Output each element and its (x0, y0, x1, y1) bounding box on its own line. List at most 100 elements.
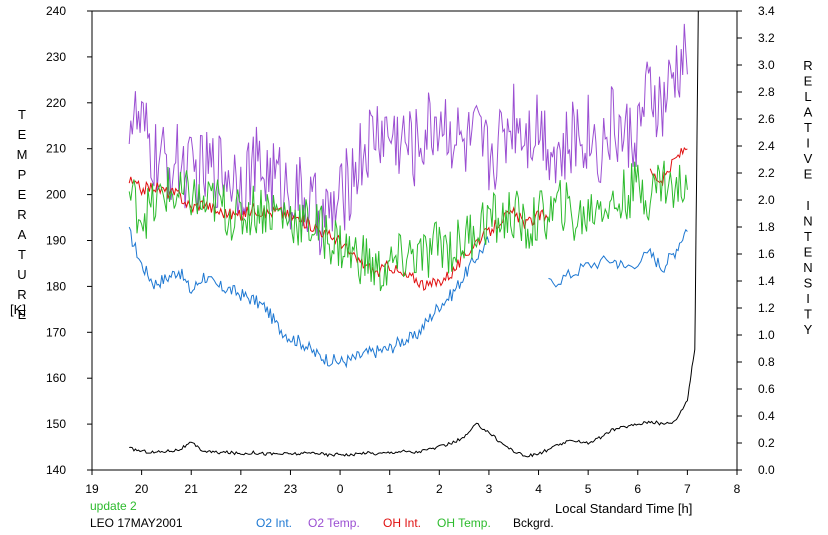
y-left-tick-label: 210 (46, 142, 66, 156)
x-tick-label: 21 (185, 482, 199, 496)
right-axis-title-letter: S (804, 276, 813, 291)
series-line (128, 23, 688, 256)
left-axis-title-letter: R (17, 287, 26, 302)
x-tick-label: 2 (436, 482, 443, 496)
left-axis-title-letter: U (17, 267, 26, 282)
right-axis-title-letter: Y (804, 322, 813, 337)
right-axis-title-letter: T (804, 229, 812, 244)
y-left-tick-label: 190 (46, 234, 66, 248)
y-right-tick-label: 1.4 (758, 274, 775, 288)
y-right-tick-label: 1.8 (758, 220, 775, 234)
legend: O2 Int. O2 Temp. OH Int. OH Temp. Bckgrd. (256, 516, 554, 530)
right-axis-title-letter: N (803, 214, 812, 229)
series-line (128, 226, 490, 369)
y-left-tick-label: 200 (46, 188, 66, 202)
y-right-tick-label: 2.8 (758, 85, 775, 99)
y-right-tick-label: 3.0 (758, 58, 775, 72)
right-axis-title-letter: E (804, 74, 813, 89)
left-axis-title-letter: T (18, 107, 26, 122)
right-axis-title-letter: E (804, 167, 813, 182)
y-right-tick-label: 0.8 (758, 355, 775, 369)
series-o2-temp (128, 23, 688, 256)
x-tick-label: 0 (337, 482, 344, 496)
left-axis-title-letter: T (18, 247, 26, 262)
y-right-tick-label: 3.2 (758, 31, 775, 45)
left-axis-title-letter: A (18, 227, 27, 242)
series-line (129, 10, 699, 458)
legend-entry: Bckgrd. (513, 516, 554, 530)
series-oh-temp (128, 160, 688, 292)
right-axis-title-letter: T (804, 307, 812, 322)
x-tick-label: 6 (634, 482, 641, 496)
series-layer (128, 10, 699, 458)
legend-entry: OH Temp. (437, 516, 491, 530)
x-axis-title: Local Standard Time [h] (555, 501, 692, 516)
right-axis-title-letter: N (803, 260, 812, 275)
left-axis-title-letter: E (18, 187, 27, 202)
right-axis-title-letter: I (806, 291, 810, 306)
x-tick-label: 1 (386, 482, 393, 496)
x-tick-label: 4 (535, 482, 542, 496)
right-axis-title-letter: I (806, 136, 810, 151)
right-axis-title-letter: T (804, 120, 812, 135)
x-tick-label: 20 (135, 482, 149, 496)
y-right-tick-label: 0.6 (758, 382, 775, 396)
y-left-tick-label: 160 (46, 371, 66, 385)
right-axis-title-letter: R (803, 58, 812, 73)
right-axis-title-letter: I (806, 198, 810, 213)
y-right-tick-label: 2.2 (758, 166, 775, 180)
plot-frame (91, 10, 738, 471)
series-line (128, 176, 549, 292)
y-left-tick-label: 170 (46, 325, 66, 339)
y-left-tick-label: 220 (46, 96, 66, 110)
x-tick-label: 3 (486, 482, 493, 496)
legend-entry: O2 Temp. (308, 516, 360, 530)
x-tick-label: 22 (234, 482, 248, 496)
y-left-tick-label: 230 (46, 50, 66, 64)
y-right-tick-label: 3.4 (758, 4, 775, 18)
y-left-tick-label: 180 (46, 279, 66, 293)
y-right-tick-label: 1.6 (758, 247, 775, 261)
y-right-tick-label: 1.0 (758, 328, 775, 342)
left-axis-title-letter: E (18, 127, 27, 142)
series-o2-int (128, 226, 688, 369)
left-axis-title-letter: R (17, 207, 26, 222)
plot-border (91, 10, 738, 471)
y-left-tick-label: 150 (46, 417, 66, 431)
left-axis-unit: [K] (10, 302, 26, 317)
right-axis-title-letter: L (804, 89, 811, 104)
series-line (649, 147, 688, 187)
y-right-tick-label: 1.2 (758, 301, 775, 315)
legend-entry: O2 Int. (256, 516, 292, 530)
x-tick-label: 5 (585, 482, 592, 496)
series-oh-int (128, 147, 688, 292)
y-right-tick-label: 0.2 (758, 436, 775, 450)
x-tick-label: 23 (284, 482, 298, 496)
y-right-tick-label: 0.4 (758, 409, 775, 423)
x-tick-label: 8 (734, 482, 741, 496)
x-tick-label: 7 (684, 482, 691, 496)
y-right-tick-label: 2.6 (758, 112, 775, 126)
y-right-tick-label: 0.0 (758, 463, 775, 477)
left-axis-title-letter: M (17, 147, 28, 162)
y-left-tick-label: 240 (46, 4, 66, 18)
y-right-tick-label: 2.0 (758, 193, 775, 207)
series-line (128, 160, 688, 292)
x-tick-label: 19 (85, 482, 99, 496)
left-axis-title-letter: P (18, 167, 27, 182)
y-left-tick-label: 140 (46, 463, 66, 477)
right-axis-title-letter: V (804, 151, 813, 166)
status-text: update 2 (90, 499, 137, 513)
legend-entry: OH Int. (383, 516, 421, 530)
series-bckgrd (129, 10, 699, 458)
y-right-tick-label: 2.4 (758, 139, 775, 153)
right-axis-title-letter: A (804, 105, 813, 120)
station-date: LEO 17MAY2001 (90, 516, 183, 530)
right-axis-title-letter: E (804, 245, 813, 260)
left-axis-title-letter: E (18, 307, 27, 322)
series-line (548, 228, 688, 288)
axes-layer: 19 20 21 22 23 0 1 2 3 4 5 6 7 8140150160170180190200… (46, 4, 775, 496)
